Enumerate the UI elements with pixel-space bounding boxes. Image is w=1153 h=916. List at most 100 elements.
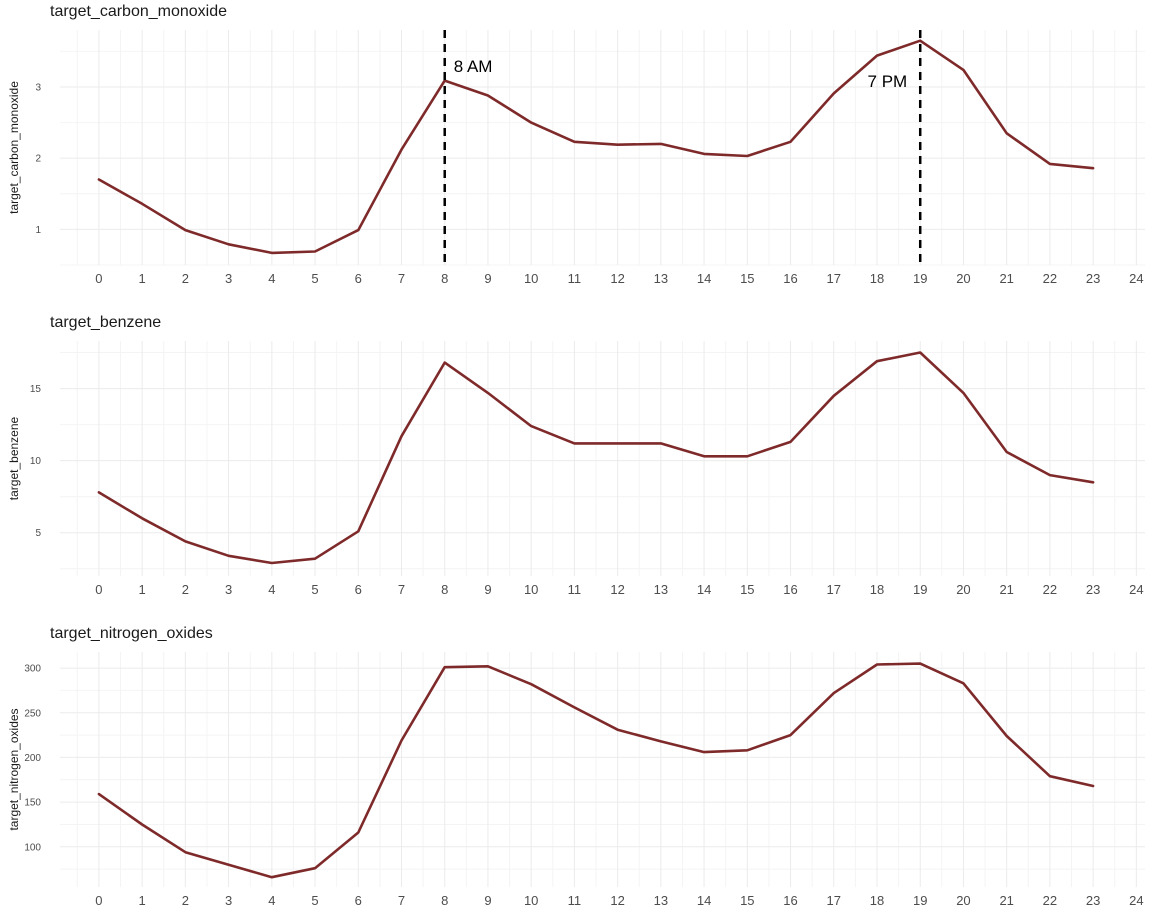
chart-benzene: 0 1 2 3 4 5 6 7 8 9 10 11 12 13 14 15 16 17 18 19 20 21 22 23 24… <box>7 341 1145 597</box>
x-tick-label: 7 <box>398 582 405 597</box>
x-tick-label: 12 <box>610 271 624 286</box>
x-tick-label: 15 <box>740 582 754 597</box>
x-tick-label: 6 <box>355 582 362 597</box>
x-tick-label: 9 <box>484 582 491 597</box>
series-line <box>97 39 1095 255</box>
chart-nitrogen-oxides: 0 1 2 3 4 5 6 7 8 9 10 11 12 13 14 15 16 17 18 19 20 21 22 23 24… <box>7 652 1145 908</box>
x-tick-label: 6 <box>355 893 362 908</box>
x-tick-label: 22 <box>1043 893 1057 908</box>
x-tick-label: 9 <box>484 271 491 286</box>
x-tick-label: 2 <box>182 271 189 286</box>
x-tick-label: 7 <box>398 271 405 286</box>
x-tick-label: 17 <box>827 582 841 597</box>
x-tick-label: 2 <box>182 582 189 597</box>
x-tick-label: 17 <box>827 893 841 908</box>
x-tick-label: 22 <box>1043 271 1057 286</box>
x-tick-label: 8 <box>441 271 448 286</box>
x-tick-label: 14 <box>697 582 711 597</box>
x-tick-label: 1 <box>139 893 146 908</box>
x-tick-label: 1 <box>139 271 146 286</box>
x-tick-label: 7 <box>398 893 405 908</box>
y-tick-label: 100 <box>24 842 41 853</box>
annotation-label: 8 AM <box>454 57 493 76</box>
series-line <box>97 662 1095 879</box>
x-tick-label: 24 <box>1129 893 1143 908</box>
x-tick-label: 0 <box>95 893 102 908</box>
x-tick-label: 18 <box>870 271 884 286</box>
x-tick-label: 2 <box>182 893 189 908</box>
x-tick-label: 3 <box>225 582 232 597</box>
x-tick-label: 12 <box>610 893 624 908</box>
y-axis-label: target_nitrogen_oxides <box>7 708 21 830</box>
panel-carbon-monoxide: target_carbon_monoxide 0 1 2 3 4 5 6 7 8 9 10 11 12 1… <box>0 0 1153 300</box>
x-tick-label: 18 <box>870 893 884 908</box>
x-tick-label: 10 <box>524 582 538 597</box>
x-tick-label: 18 <box>870 582 884 597</box>
annotation-label: 7 PM <box>868 72 908 91</box>
x-tick-label: 20 <box>956 271 970 286</box>
x-tick-label: 9 <box>484 893 491 908</box>
y-tick-label: 5 <box>35 528 41 539</box>
x-tick-label: 5 <box>311 893 318 908</box>
x-tick-label: 23 <box>1086 582 1100 597</box>
y-axis-label: target_carbon_monoxide <box>7 81 21 214</box>
chart-carbon-monoxide: 0 1 2 3 4 5 6 7 8 9 10 11 12 13 14 15 16 17 18 19 20 21 22 23 24… <box>7 30 1145 286</box>
x-tick-label: 16 <box>783 271 797 286</box>
x-tick-label: 13 <box>654 893 668 908</box>
y-tick-label: 3 <box>35 82 41 93</box>
x-tick-label: 11 <box>568 893 582 908</box>
y-tick-label: 200 <box>24 753 41 764</box>
x-tick-label: 19 <box>913 893 927 908</box>
series-line <box>97 351 1095 565</box>
x-tick-label: 24 <box>1129 582 1143 597</box>
x-tick-label: 0 <box>95 582 102 597</box>
y-tick-label: 150 <box>24 798 41 809</box>
x-tick-label: 10 <box>524 893 538 908</box>
x-tick-label: 19 <box>913 271 927 286</box>
x-tick-label: 24 <box>1129 271 1143 286</box>
x-tick-label: 22 <box>1043 582 1057 597</box>
y-tick-label: 15 <box>30 384 42 395</box>
x-tick-label: 23 <box>1086 893 1100 908</box>
x-tick-label: 8 <box>441 582 448 597</box>
x-tick-label: 21 <box>999 893 1013 908</box>
x-tick-label: 3 <box>225 271 232 286</box>
x-tick-label: 13 <box>654 271 668 286</box>
panel-benzene: target_benzene 0 1 2 3 4 5 6 7 8 9 10 11 12 13 14 15 16 1… <box>0 311 1153 611</box>
x-tick-label: 21 <box>999 582 1013 597</box>
x-tick-label: 21 <box>999 271 1013 286</box>
x-tick-label: 20 <box>956 893 970 908</box>
x-tick-label: 20 <box>956 582 970 597</box>
y-axis-label: target_benzene <box>7 416 21 500</box>
x-tick-label: 17 <box>827 271 841 286</box>
x-tick-label: 10 <box>524 271 538 286</box>
chart-title: target_benzene <box>50 314 162 331</box>
y-tick-label: 1 <box>35 225 41 236</box>
x-tick-label: 14 <box>697 893 711 908</box>
x-tick-label: 23 <box>1086 271 1100 286</box>
y-tick-label: 250 <box>24 708 41 719</box>
x-tick-label: 4 <box>268 893 275 908</box>
x-tick-label: 5 <box>311 582 318 597</box>
x-tick-label: 14 <box>697 271 711 286</box>
x-tick-label: 0 <box>95 271 102 286</box>
y-tick-label: 300 <box>24 664 41 675</box>
x-tick-label: 16 <box>783 582 797 597</box>
x-tick-label: 12 <box>610 582 624 597</box>
x-tick-label: 1 <box>139 582 146 597</box>
x-tick-label: 15 <box>740 893 754 908</box>
panel-nitrogen-oxides: target_nitrogen_oxides 0 1 2 3 4 5 6 7 8 9 10 11 12 1… <box>0 622 1153 916</box>
x-tick-label: 16 <box>783 893 797 908</box>
x-tick-label: 4 <box>268 582 275 597</box>
x-tick-label: 19 <box>913 582 927 597</box>
y-tick-label: 10 <box>30 456 42 467</box>
x-tick-label: 3 <box>225 893 232 908</box>
x-tick-label: 6 <box>355 271 362 286</box>
x-tick-label: 8 <box>441 893 448 908</box>
y-tick-label: 2 <box>35 154 41 165</box>
x-tick-label: 5 <box>311 271 318 286</box>
x-tick-label: 11 <box>568 271 582 286</box>
x-tick-label: 15 <box>740 271 754 286</box>
x-tick-label: 11 <box>568 582 582 597</box>
chart-title: target_nitrogen_oxides <box>50 625 213 642</box>
